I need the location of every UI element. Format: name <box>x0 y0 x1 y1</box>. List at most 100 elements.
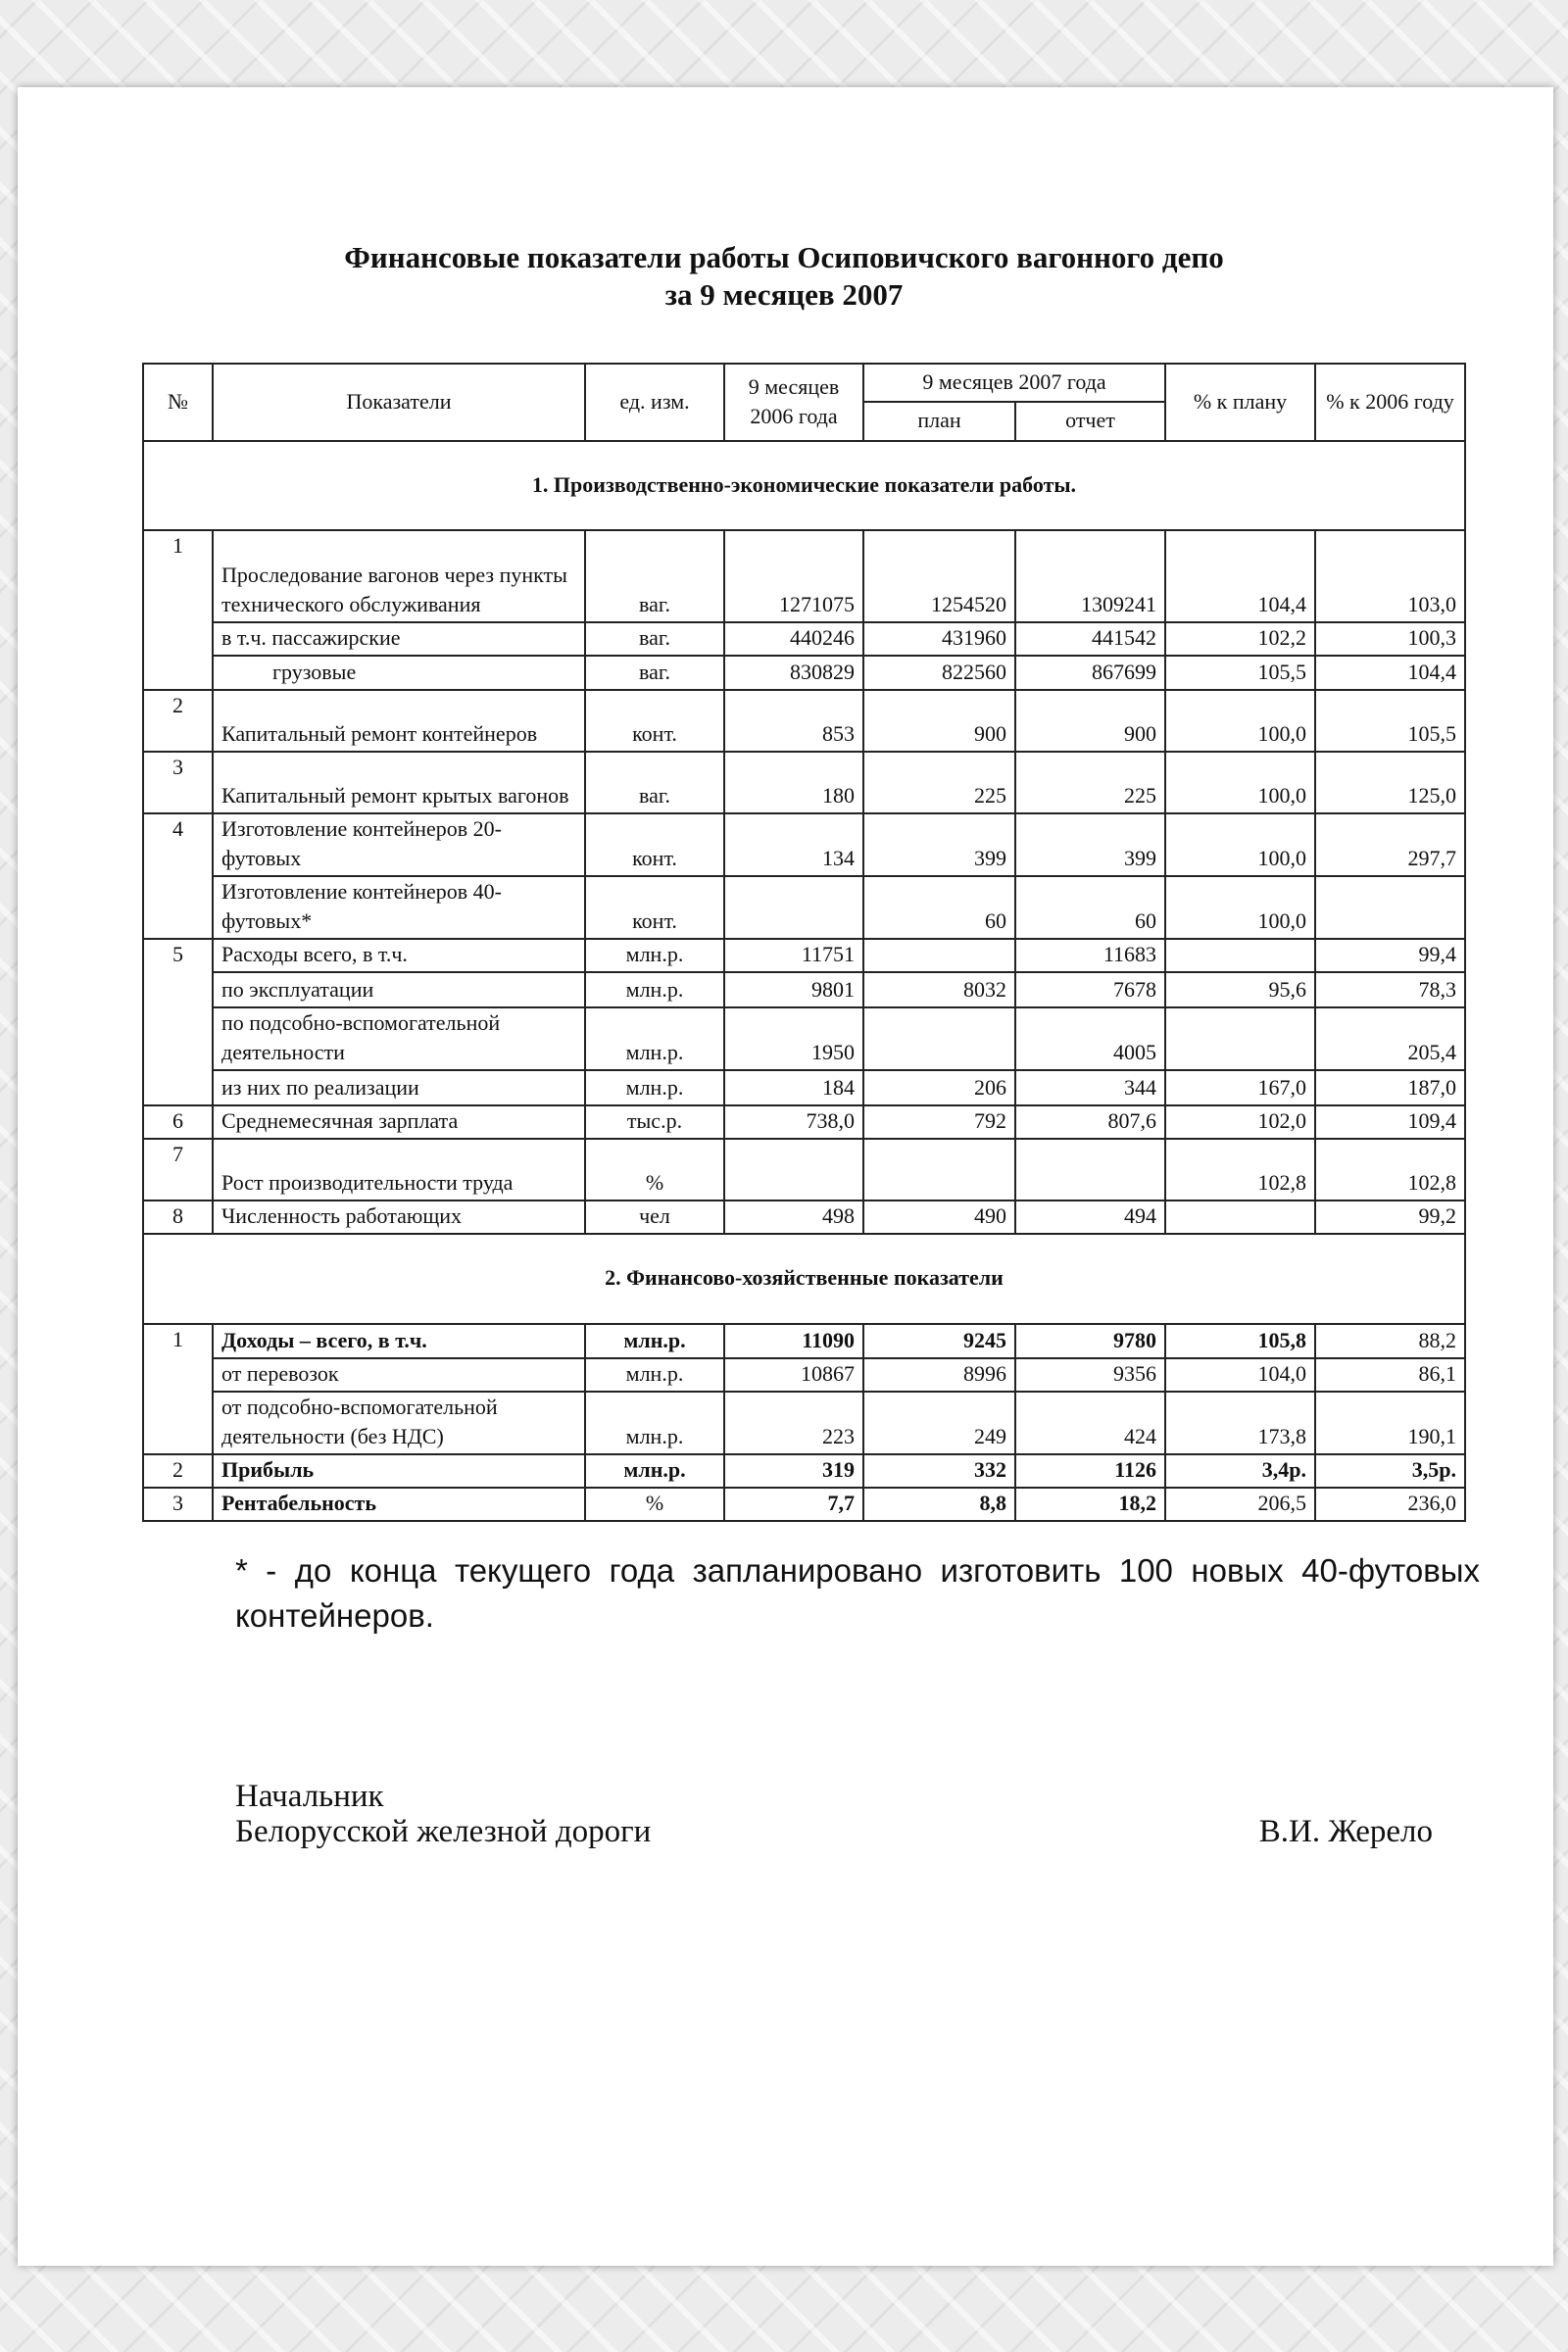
section-row: 1. Производственно-экономические показат… <box>142 440 1466 531</box>
header-num: № <box>142 363 214 442</box>
cell-prev-year: 1271075 <box>723 529 864 623</box>
table-row: 5 Расходы всего, в т.ч. млн.р. 11751 11683 99… <box>142 938 1466 1106</box>
cell-pct-plan: 173,8 <box>1164 1391 1316 1455</box>
cell-pct-plan: 206,5 <box>1164 1487 1316 1522</box>
cell-prev-year: 9801 <box>723 971 864 1008</box>
cell-pct-plan: 3,4р. <box>1164 1453 1316 1489</box>
cell-report: 9780 <box>1014 1323 1166 1359</box>
cell-report: 424 <box>1014 1391 1166 1455</box>
cell-pct-plan: 100,0 <box>1164 812 1316 877</box>
cell-prev-year: 440246 <box>723 621 864 657</box>
row-unit: млн.р. <box>584 938 725 973</box>
row-label: Изготовление контейнеров 20-футовых <box>212 812 586 877</box>
table-row: 6 Среднемесячная зарплата тыс.р. 738,0 792 80… <box>142 1104 1466 1140</box>
row-label: от перевозок <box>212 1357 586 1393</box>
row-label: Численность работающих <box>212 1200 586 1235</box>
cell-pct-prev: 99,4 <box>1314 938 1466 973</box>
row-unit: млн.р. <box>584 1357 725 1393</box>
cell-pct-prev: 99,2 <box>1314 1200 1466 1235</box>
document-subtitle: за 9 месяцев 2007 <box>664 277 904 312</box>
indicators-table: № Показатели ед. изм. 9 месяцев 2006 год… <box>142 363 1466 1522</box>
cell-plan <box>862 1138 1016 1201</box>
header-prev-year: 9 месяцев 2006 года <box>723 363 864 442</box>
cell-pct-prev: 102,8 <box>1314 1138 1466 1201</box>
cell-report: 7678 <box>1014 971 1166 1008</box>
cell-report: 1126 <box>1014 1453 1166 1489</box>
table-row: 1 Проследование вагонов через пункты техн… <box>142 529 1466 691</box>
cell-prev-year: 830829 <box>723 655 864 691</box>
table-row: по подсобно-вспомогательной деятельности… <box>143 1006 1466 1071</box>
cell-plan: 8996 <box>862 1357 1016 1393</box>
row-number: 6 <box>142 1104 214 1140</box>
cell-pct-plan: 102,8 <box>1164 1138 1316 1201</box>
cell-plan: 8032 <box>862 971 1016 1008</box>
cell-pct-prev: 109,4 <box>1314 1104 1466 1140</box>
row-number: 4 <box>142 812 214 940</box>
cell-pct-plan: 104,0 <box>1164 1357 1316 1393</box>
table-row: в т.ч. пассажирские ваг. 440246 431960 44154… <box>143 621 1466 657</box>
header-plan: план <box>862 401 1016 442</box>
cell-pct-prev: 104,4 <box>1314 655 1466 691</box>
row-unit: ваг. <box>584 751 725 814</box>
row-unit: ваг. <box>584 655 725 691</box>
cell-plan: 206 <box>862 1069 1016 1106</box>
row-label: Изготовление контейнеров 40-футовых* <box>212 875 586 940</box>
row-unit: % <box>584 1138 725 1201</box>
table-row: грузовые ваг. 830829 822560 867699 105,5 104,4 <box>143 655 1466 691</box>
row-label: от подсобно-вспомогательной деятельности… <box>212 1391 586 1455</box>
table-row: 4 Изготовление контейнеров 20-футовых конт… <box>142 812 1466 940</box>
section-heading: 1. Производственно-экономические показат… <box>142 440 1466 531</box>
row-unit: ваг. <box>584 529 725 623</box>
table-row: Изготовление контейнеров 40-футовых* конт… <box>143 875 1466 940</box>
table-row: от перевозок млн.р. 10867 8996 9356 104,0 86,1 <box>143 1357 1466 1393</box>
cell-report: 9356 <box>1014 1357 1166 1393</box>
row-label: грузовые <box>212 655 586 691</box>
table-row: от подсобно-вспомогательной деятельности… <box>143 1391 1466 1455</box>
cell-plan: 490 <box>862 1200 1016 1235</box>
cell-pct-plan: 100,0 <box>1164 689 1316 753</box>
row-label: Проследование вагонов через пункты техни… <box>212 529 586 623</box>
row-number: 2 <box>142 689 214 753</box>
table-row: по эксплуатации млн.р. 9801 8032 7678 95,6 78,… <box>143 971 1466 1008</box>
cell-pct-plan: 105,5 <box>1164 655 1316 691</box>
header-indicator: Показатели <box>212 363 586 442</box>
document-title: Финансовые показатели работы Осиповичско… <box>344 240 1224 274</box>
cell-plan: 8,8 <box>862 1487 1016 1522</box>
cell-prev-year: 10867 <box>723 1357 864 1393</box>
row-number: 2 <box>142 1453 214 1489</box>
cell-report: 494 <box>1014 1200 1166 1235</box>
row-label: из них по реализации <box>212 1069 586 1106</box>
cell-pct-prev: 86,1 <box>1314 1357 1466 1393</box>
cell-plan: 431960 <box>862 621 1016 657</box>
cell-pct-prev: 205,4 <box>1314 1006 1466 1071</box>
cell-pct-plan: 105,8 <box>1164 1323 1316 1359</box>
cell-report: 807,6 <box>1014 1104 1166 1140</box>
table-row: 1 Доходы – всего, в т.ч. млн.р. 11090 9245 97… <box>142 1323 1466 1455</box>
cell-plan: 900 <box>862 689 1016 753</box>
cell-pct-plan: 100,0 <box>1164 751 1316 814</box>
cell-report <box>1014 1138 1166 1201</box>
row-number: 3 <box>142 1487 214 1522</box>
cell-plan <box>862 938 1016 973</box>
header-unit: ед. изм. <box>584 363 725 442</box>
row-label: Рентабельность <box>212 1487 586 1522</box>
cell-plan: 332 <box>862 1453 1016 1489</box>
table-row: 3 Капитальный ремонт крытых вагонов ваг. 18… <box>142 751 1466 814</box>
cell-plan: 399 <box>862 812 1016 877</box>
cell-plan: 822560 <box>862 655 1016 691</box>
cell-pct-plan: 104,4 <box>1164 529 1316 623</box>
cell-report: 60 <box>1014 875 1166 940</box>
cell-pct-prev: 125,0 <box>1314 751 1466 814</box>
row-unit: млн.р. <box>584 1006 725 1071</box>
cell-pct-prev: 190,1 <box>1314 1391 1466 1455</box>
signature-position-line2: Белорусской железной дороги <box>235 1814 652 1849</box>
row-label: по эксплуатации <box>212 971 586 1008</box>
row-unit: чел <box>584 1200 725 1235</box>
row-unit: млн.р. <box>584 1323 725 1359</box>
cell-prev-year: 11751 <box>723 938 864 973</box>
signature-position-line1: Начальник <box>235 1779 384 1814</box>
cell-report: 1309241 <box>1014 529 1166 623</box>
cell-report: 399 <box>1014 812 1166 877</box>
row-label: в т.ч. пассажирские <box>212 621 586 657</box>
cell-report: 225 <box>1014 751 1166 814</box>
